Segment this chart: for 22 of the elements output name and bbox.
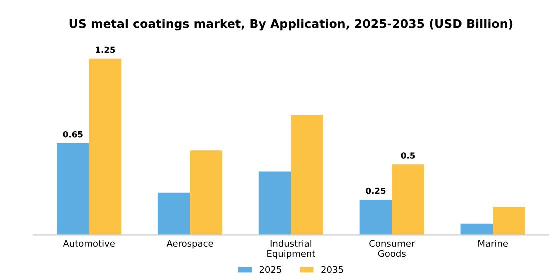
legend-label: 2035 (322, 266, 344, 274)
data-label: 0.25 (366, 188, 386, 194)
bar (158, 192, 190, 236)
chart-title: US metal coatings market, By Application, 2025-2035 (USD Billion) (70, 19, 513, 31)
data-label: 0.5 (401, 152, 416, 159)
bar (493, 206, 526, 236)
bar (460, 224, 494, 236)
data-label: 1.25 (96, 46, 116, 54)
x-tick-label: Marine (478, 240, 508, 248)
legend-label: 2025 (260, 266, 282, 274)
bar (392, 164, 424, 236)
x-tick-label: Aerospace (166, 240, 214, 249)
x-tick-label: Industrial Equipment (268, 240, 316, 259)
bar (57, 144, 90, 236)
bar (258, 172, 292, 236)
bar (360, 200, 392, 236)
bar (291, 115, 324, 236)
bar (190, 150, 223, 236)
x-tick-label: Automotive (63, 240, 115, 248)
data-label: 0.65 (63, 131, 83, 138)
x-tick-label: Consumer Goods (370, 240, 416, 258)
bar (89, 58, 122, 236)
